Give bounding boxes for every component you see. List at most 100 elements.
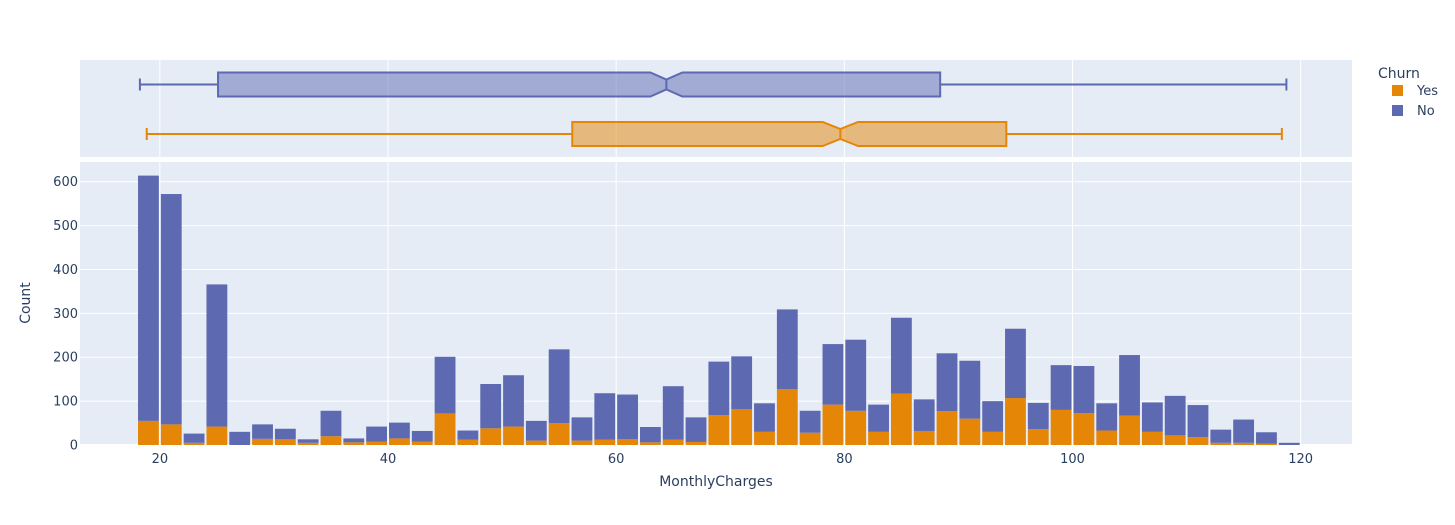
box-body-yes [571,121,1008,147]
box-body-no [217,71,942,98]
histogram-bar-no [1278,442,1300,445]
histogram-bar-yes [936,411,958,445]
histogram-bar-no [160,194,182,425]
histogram-bar-yes [1119,415,1140,445]
y-tick-label: 0 [70,439,78,454]
histogram-bar-yes [343,442,365,445]
histogram-bar-no [1256,432,1277,444]
histogram-bar-yes [754,431,775,445]
histogram-bar-no [1073,366,1095,413]
histogram-bar-yes [1210,442,1232,445]
y-tick-label: 100 [53,395,78,410]
histogram-bar-yes [639,442,661,445]
histogram-bar-yes [389,438,410,445]
histogram-bar-no [959,360,981,419]
histogram-bar-no [138,175,159,421]
histogram-bar-no [754,403,775,432]
histogram-bar-no [548,349,570,424]
histogram-bar-no [503,375,524,427]
histogram-bar-no [685,417,707,442]
histogram-bar-yes [297,442,319,445]
legend: Churn Yes No [1378,66,1438,119]
histogram-bar-no [229,431,251,445]
histogram-bar-no [1164,395,1186,436]
histogram-bar-yes [480,428,502,445]
histogram-bar-no [1119,355,1140,416]
histogram-bar-no [1050,365,1072,410]
histogram-bar-no [982,401,1004,432]
histogram-bar-no [252,424,273,439]
histogram-bar-yes [594,439,616,445]
histogram-bar-yes [411,441,433,445]
histogram-bar-no [913,399,935,431]
y-tick-label: 600 [53,175,78,190]
histogram-bar-yes [160,424,182,445]
histogram-bar-yes [1096,430,1118,445]
histogram-bar-yes [617,439,638,445]
histogram-bar-yes [982,431,1004,445]
histogram-bar-no [594,393,616,440]
histogram-bar-no [731,356,753,410]
x-tick-label: 120 [1288,452,1313,467]
histogram-bar-no [1096,403,1118,431]
histogram-bar-yes [503,426,524,445]
histogram-bar-yes [525,440,547,445]
histogram-bar-yes [731,409,753,445]
histogram-bar-no [389,422,410,439]
histogram-bar-no [1027,402,1049,430]
histogram-bar-yes [1073,412,1095,445]
histogram-bar-no [366,426,388,442]
histogram-bar-yes [366,441,388,445]
histogram-bar-yes [1050,409,1072,445]
histogram-bar-yes [183,442,205,445]
box-plot-layer [138,71,1288,147]
histogram-bar-yes [1256,443,1277,445]
histogram-bar-yes [138,420,159,445]
histogram-bar-no [480,384,502,429]
histogram-bar-no [662,386,684,440]
histogram-bar-yes [685,441,707,445]
x-tick-label: 20 [152,452,169,467]
x-axis-title: MonthlyCharges [659,474,773,490]
histogram-bar-yes [776,389,798,445]
histogram-bar-no [297,439,319,443]
histogram-bar-no [320,410,342,437]
histogram-bar-yes [206,426,228,445]
histogram-bar-yes [959,418,981,445]
legend-label-yes: Yes [1416,84,1438,99]
histogram-bars [138,175,1300,445]
histogram-bar-yes [571,440,593,445]
histogram-bar-yes [1027,429,1049,445]
x-tick-label: 80 [836,452,853,467]
histogram-bar-yes [1141,431,1163,445]
histogram-bar-yes [868,431,889,445]
histogram-bar-no [525,420,547,441]
histogram-bar-yes [274,439,296,445]
histogram-bar-yes [662,439,684,445]
histogram-bar-yes [434,413,456,445]
histogram-bar-no [206,284,228,427]
histogram-bar-yes [799,432,821,445]
histogram-bar-no [274,428,296,440]
histogram-bar-yes [1005,398,1026,445]
histogram-bar-yes [890,393,912,445]
histogram-bar-no [411,430,433,442]
y-tick-label: 400 [53,263,78,278]
histogram-bar-yes [708,415,730,445]
y-axis-title: Count [18,282,34,324]
histogram-bar-yes [252,438,273,445]
axis-layer: 20 40 60 80 100 120 0 100 200 300 400 500 600 [53,175,1313,467]
histogram-bar-no [343,438,365,443]
histogram-bar-yes [457,439,479,445]
histogram-bar-yes [1233,442,1255,445]
legend-title: Churn [1378,66,1420,82]
x-tick-label: 100 [1060,452,1085,467]
histogram-bar-yes [913,430,935,445]
histogram-bar-no [708,361,730,416]
legend-label-no: No [1417,104,1435,119]
histogram-bar-yes [845,410,867,445]
histogram-bar-no [1005,328,1026,399]
histogram-bar-no [434,356,456,414]
